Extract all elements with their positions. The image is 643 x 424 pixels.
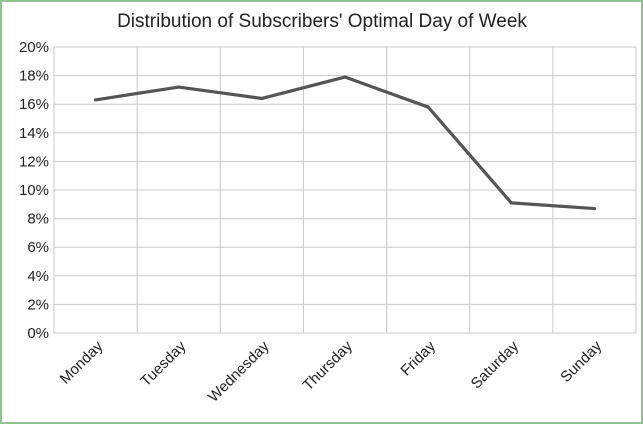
x-tick-label: Sunday	[557, 337, 605, 385]
data-point	[426, 105, 430, 109]
grid-lines	[53, 46, 637, 334]
x-axis-ticks: Monday Tuesday Wednesday Thursday Friday Satu…	[57, 337, 606, 405]
y-tick-label: 16%	[19, 96, 49, 113]
x-tick-label: Thursday	[300, 337, 357, 394]
x-tick-label: Monday	[57, 337, 107, 387]
series-layer	[93, 75, 597, 211]
y-tick-label: 2%	[27, 296, 49, 313]
x-tick-label: Saturday	[468, 337, 523, 392]
series-line	[93, 75, 597, 211]
y-tick-label: 20%	[19, 39, 49, 56]
x-tick-label: Tuesday	[137, 337, 190, 390]
data-point	[93, 98, 98, 102]
y-tick-label: 10%	[19, 182, 49, 199]
y-tick-label: 14%	[19, 125, 49, 142]
y-axis-ticks: 0% 2% 4% 6% 8% 10% 12% 14% 16% 18% 20%	[19, 39, 49, 342]
data-point	[592, 206, 597, 211]
data-point	[177, 85, 181, 89]
y-tick-label: 6%	[27, 239, 49, 256]
x-tick-label: Wednesday	[205, 337, 273, 405]
chart-title: Distribution of Subscribers' Optimal Day…	[117, 11, 527, 32]
y-tick-label: 0%	[27, 325, 49, 342]
x-tick-label: Friday	[397, 337, 439, 379]
data-point	[260, 96, 264, 101]
y-tick-label: 18%	[19, 68, 49, 85]
y-tick-label: 8%	[27, 211, 49, 228]
data-point	[343, 75, 347, 79]
y-tick-label: 4%	[27, 268, 49, 285]
y-tick-label: 12%	[19, 153, 49, 170]
data-point	[509, 201, 513, 205]
